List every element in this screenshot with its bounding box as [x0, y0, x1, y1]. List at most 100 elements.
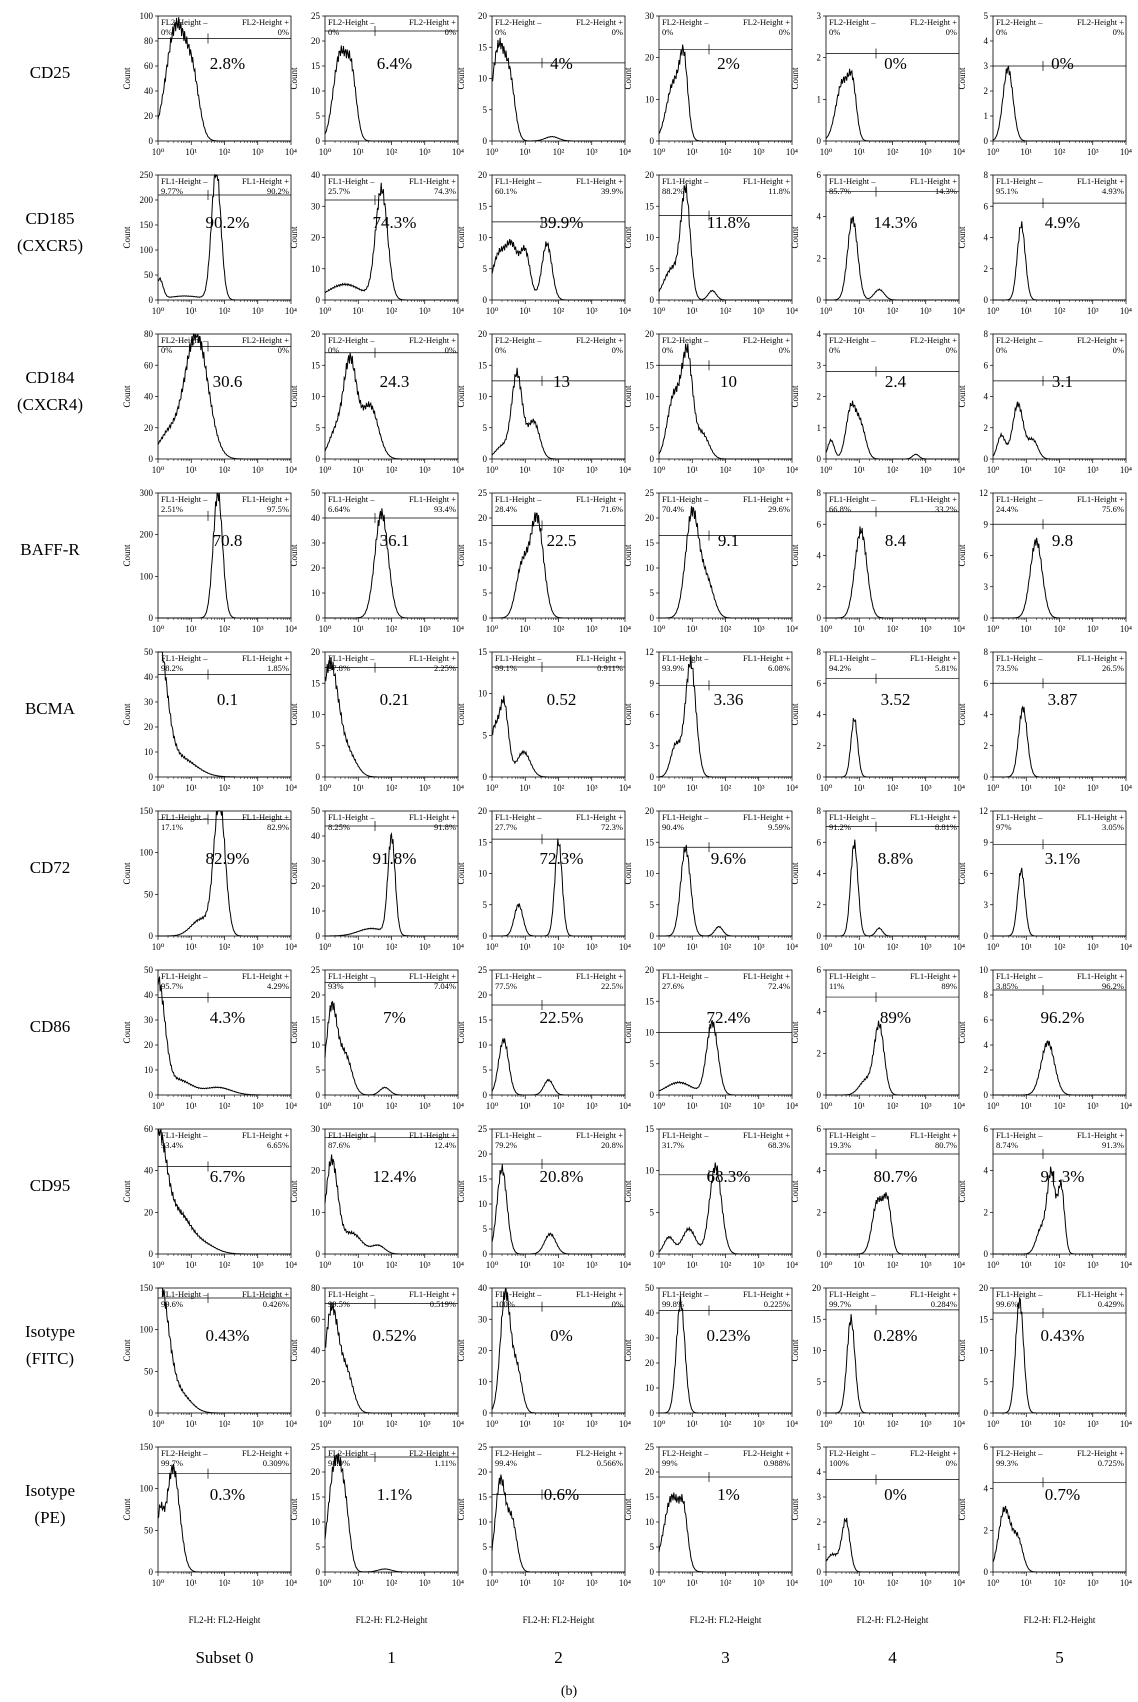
- x-tick-label: 10³: [920, 942, 932, 952]
- x-tick-label: 10⁴: [285, 465, 297, 475]
- y-tick-label: 2: [817, 1517, 822, 1527]
- histogram-panel: 0 10 20 30 Count 10⁰ 10¹ 10² 10³ 10⁴ FL1-Height – F…: [289, 1124, 464, 1270]
- y-axis-label: Count: [623, 862, 633, 885]
- y-tick-label: 5: [984, 1377, 989, 1387]
- x-tick-label: 10¹: [686, 306, 698, 316]
- y-tick-label: 20: [478, 1149, 488, 1159]
- y-tick-label: 80: [144, 36, 154, 46]
- x-tick-label: 10¹: [686, 942, 698, 952]
- gate-pos-label: FL1-Height +: [743, 1130, 790, 1140]
- gate-neg-label: FL1-Height –: [495, 176, 542, 186]
- x-tick-label: 10⁴: [786, 1101, 798, 1111]
- histogram-line: [826, 1314, 959, 1414]
- gate-pos-label: FL1-Height +: [910, 812, 957, 822]
- y-axis-label: Count: [122, 544, 132, 567]
- y-axis-label: Count: [456, 862, 466, 885]
- x-tick-label: 10⁴: [285, 624, 297, 634]
- x-tick-label: 10¹: [1020, 465, 1032, 475]
- gate-pos-label: FL2-Height +: [409, 1448, 456, 1458]
- x-tick-label: 10²: [553, 783, 565, 793]
- gate-pos-label: FL1-Height +: [576, 494, 623, 504]
- x-tick-label: 10⁰: [653, 306, 666, 316]
- plot-frame: [157, 15, 292, 142]
- y-tick-label: 20: [979, 1283, 989, 1293]
- panel-value: 70.8: [213, 531, 243, 550]
- gate-pos-label: FL1-Height +: [743, 971, 790, 981]
- x-tick-label: 10³: [252, 465, 264, 475]
- y-tick-label: 4: [817, 212, 822, 222]
- y-tick-label: 10: [478, 1377, 488, 1387]
- y-axis-label: Count: [790, 385, 800, 408]
- gate-neg-label: FL1-Height –: [996, 971, 1043, 981]
- histogram-line: [993, 705, 1126, 778]
- gate-pos-percent: 2.25%: [434, 663, 456, 673]
- y-tick-label: 0: [984, 613, 989, 623]
- histogram-line: [324, 352, 458, 460]
- row-label-line: CD72: [29, 858, 71, 877]
- y-tick-label: 15: [645, 1492, 655, 1502]
- figure-caption: (b): [560, 1684, 578, 1699]
- x-tick-label: 10²: [386, 147, 398, 157]
- y-tick-label: 6: [984, 1124, 989, 1134]
- gate-neg-percent: 99%: [662, 1458, 678, 1468]
- x-tick-label: 10⁴: [1120, 783, 1132, 793]
- gate-neg-percent: 95.7%: [161, 981, 183, 991]
- histogram-line: [826, 1192, 959, 1255]
- histogram-line: [158, 492, 291, 619]
- x-tick-label: 10²: [887, 942, 899, 952]
- panel-value: 20.8%: [540, 1167, 584, 1186]
- x-tick-label: 10⁴: [1120, 147, 1132, 157]
- column-label: Subset 0: [195, 1648, 254, 1667]
- x-tick-label: 10⁰: [653, 783, 666, 793]
- gate-pos-percent: 11.8%: [768, 186, 790, 196]
- y-tick-label: 0: [650, 772, 655, 782]
- histogram-panel: 0 5 10 15 20 Count 10⁰ 10¹ 10² 10³ 10⁴ FL1-Height –…: [957, 1283, 1132, 1429]
- y-tick-label: 0: [817, 454, 822, 464]
- x-tick-label: 10²: [553, 1101, 565, 1111]
- x-tick-label: 10³: [753, 1419, 765, 1429]
- histogram-panel: 0 10 20 30 40 50 Count 10⁰ 10¹ 10² 10³ 10⁴ FL1-Heigh…: [289, 806, 464, 952]
- panel-value: 2%: [717, 54, 740, 73]
- y-tick-label: 6: [984, 678, 989, 688]
- gate-pos-label: FL1-Height +: [1077, 1130, 1124, 1140]
- histogram-panel: 0 5 10 15 20 Count 10⁰ 10¹ 10² 10³ 10⁴ FL2-Height –…: [623, 329, 798, 475]
- row-label-line: (CXCR4): [16, 394, 84, 414]
- y-tick-label: 15: [645, 837, 655, 847]
- y-tick-label: 200: [140, 530, 154, 540]
- y-tick-label: 10: [979, 965, 989, 975]
- y-tick-label: 4: [984, 1040, 989, 1050]
- gate-neg-percent: 0%: [161, 27, 172, 37]
- x-tick-label: 10²: [219, 306, 231, 316]
- panel-value: 6.4%: [377, 54, 412, 73]
- y-tick-label: 3: [984, 582, 989, 592]
- y-tick-label: 8: [817, 806, 822, 816]
- x-tick-label: 10³: [419, 1578, 431, 1588]
- y-axis-label: Count: [289, 862, 299, 885]
- gate-pos-label: FL2-Height +: [910, 335, 957, 345]
- histogram-line: [157, 1463, 291, 1573]
- gate-pos-label: FL1-Height +: [743, 653, 790, 663]
- x-tick-label: 10⁰: [486, 942, 499, 952]
- y-tick-label: 0: [650, 136, 655, 146]
- y-tick-label: 20: [478, 1467, 488, 1477]
- gate-neg-label: FL2-Height –: [662, 335, 709, 345]
- x-tick-label: 10⁰: [653, 942, 666, 952]
- panel-value: 2.8%: [210, 54, 245, 73]
- x-tick-label: 10³: [753, 306, 765, 316]
- histogram-panel: 0 10 20 30 40 50 Count 10⁰ 10¹ 10² 10³ 10⁴ FL1-Heigh…: [289, 488, 464, 634]
- x-tick-label: 10¹: [519, 942, 531, 952]
- y-tick-label: 10: [645, 1166, 655, 1176]
- x-tick-label: 10²: [553, 942, 565, 952]
- y-tick-label: 0: [650, 1090, 655, 1100]
- gate-neg-label: FL1-Height –: [996, 176, 1043, 186]
- histogram-line: [491, 1474, 625, 1573]
- histogram-panel: 0 5 10 15 20 25 Count 10⁰ 10¹ 10² 10³ 10⁴ FL2-Height…: [289, 11, 464, 157]
- x-tick-label: 10¹: [686, 147, 698, 157]
- gate-neg-label: FL1-Height –: [662, 1130, 709, 1140]
- row-label-line: (FITC): [25, 1348, 75, 1368]
- histogram-line: [658, 343, 792, 460]
- y-tick-label: 15: [812, 1314, 822, 1324]
- histogram-panel: 0 5 10 15 20 Count 10⁰ 10¹ 10² 10³ 10⁴ FL1-Height –…: [623, 965, 798, 1111]
- x-tick-label: 10⁰: [820, 306, 833, 316]
- y-tick-label: 10: [645, 563, 655, 573]
